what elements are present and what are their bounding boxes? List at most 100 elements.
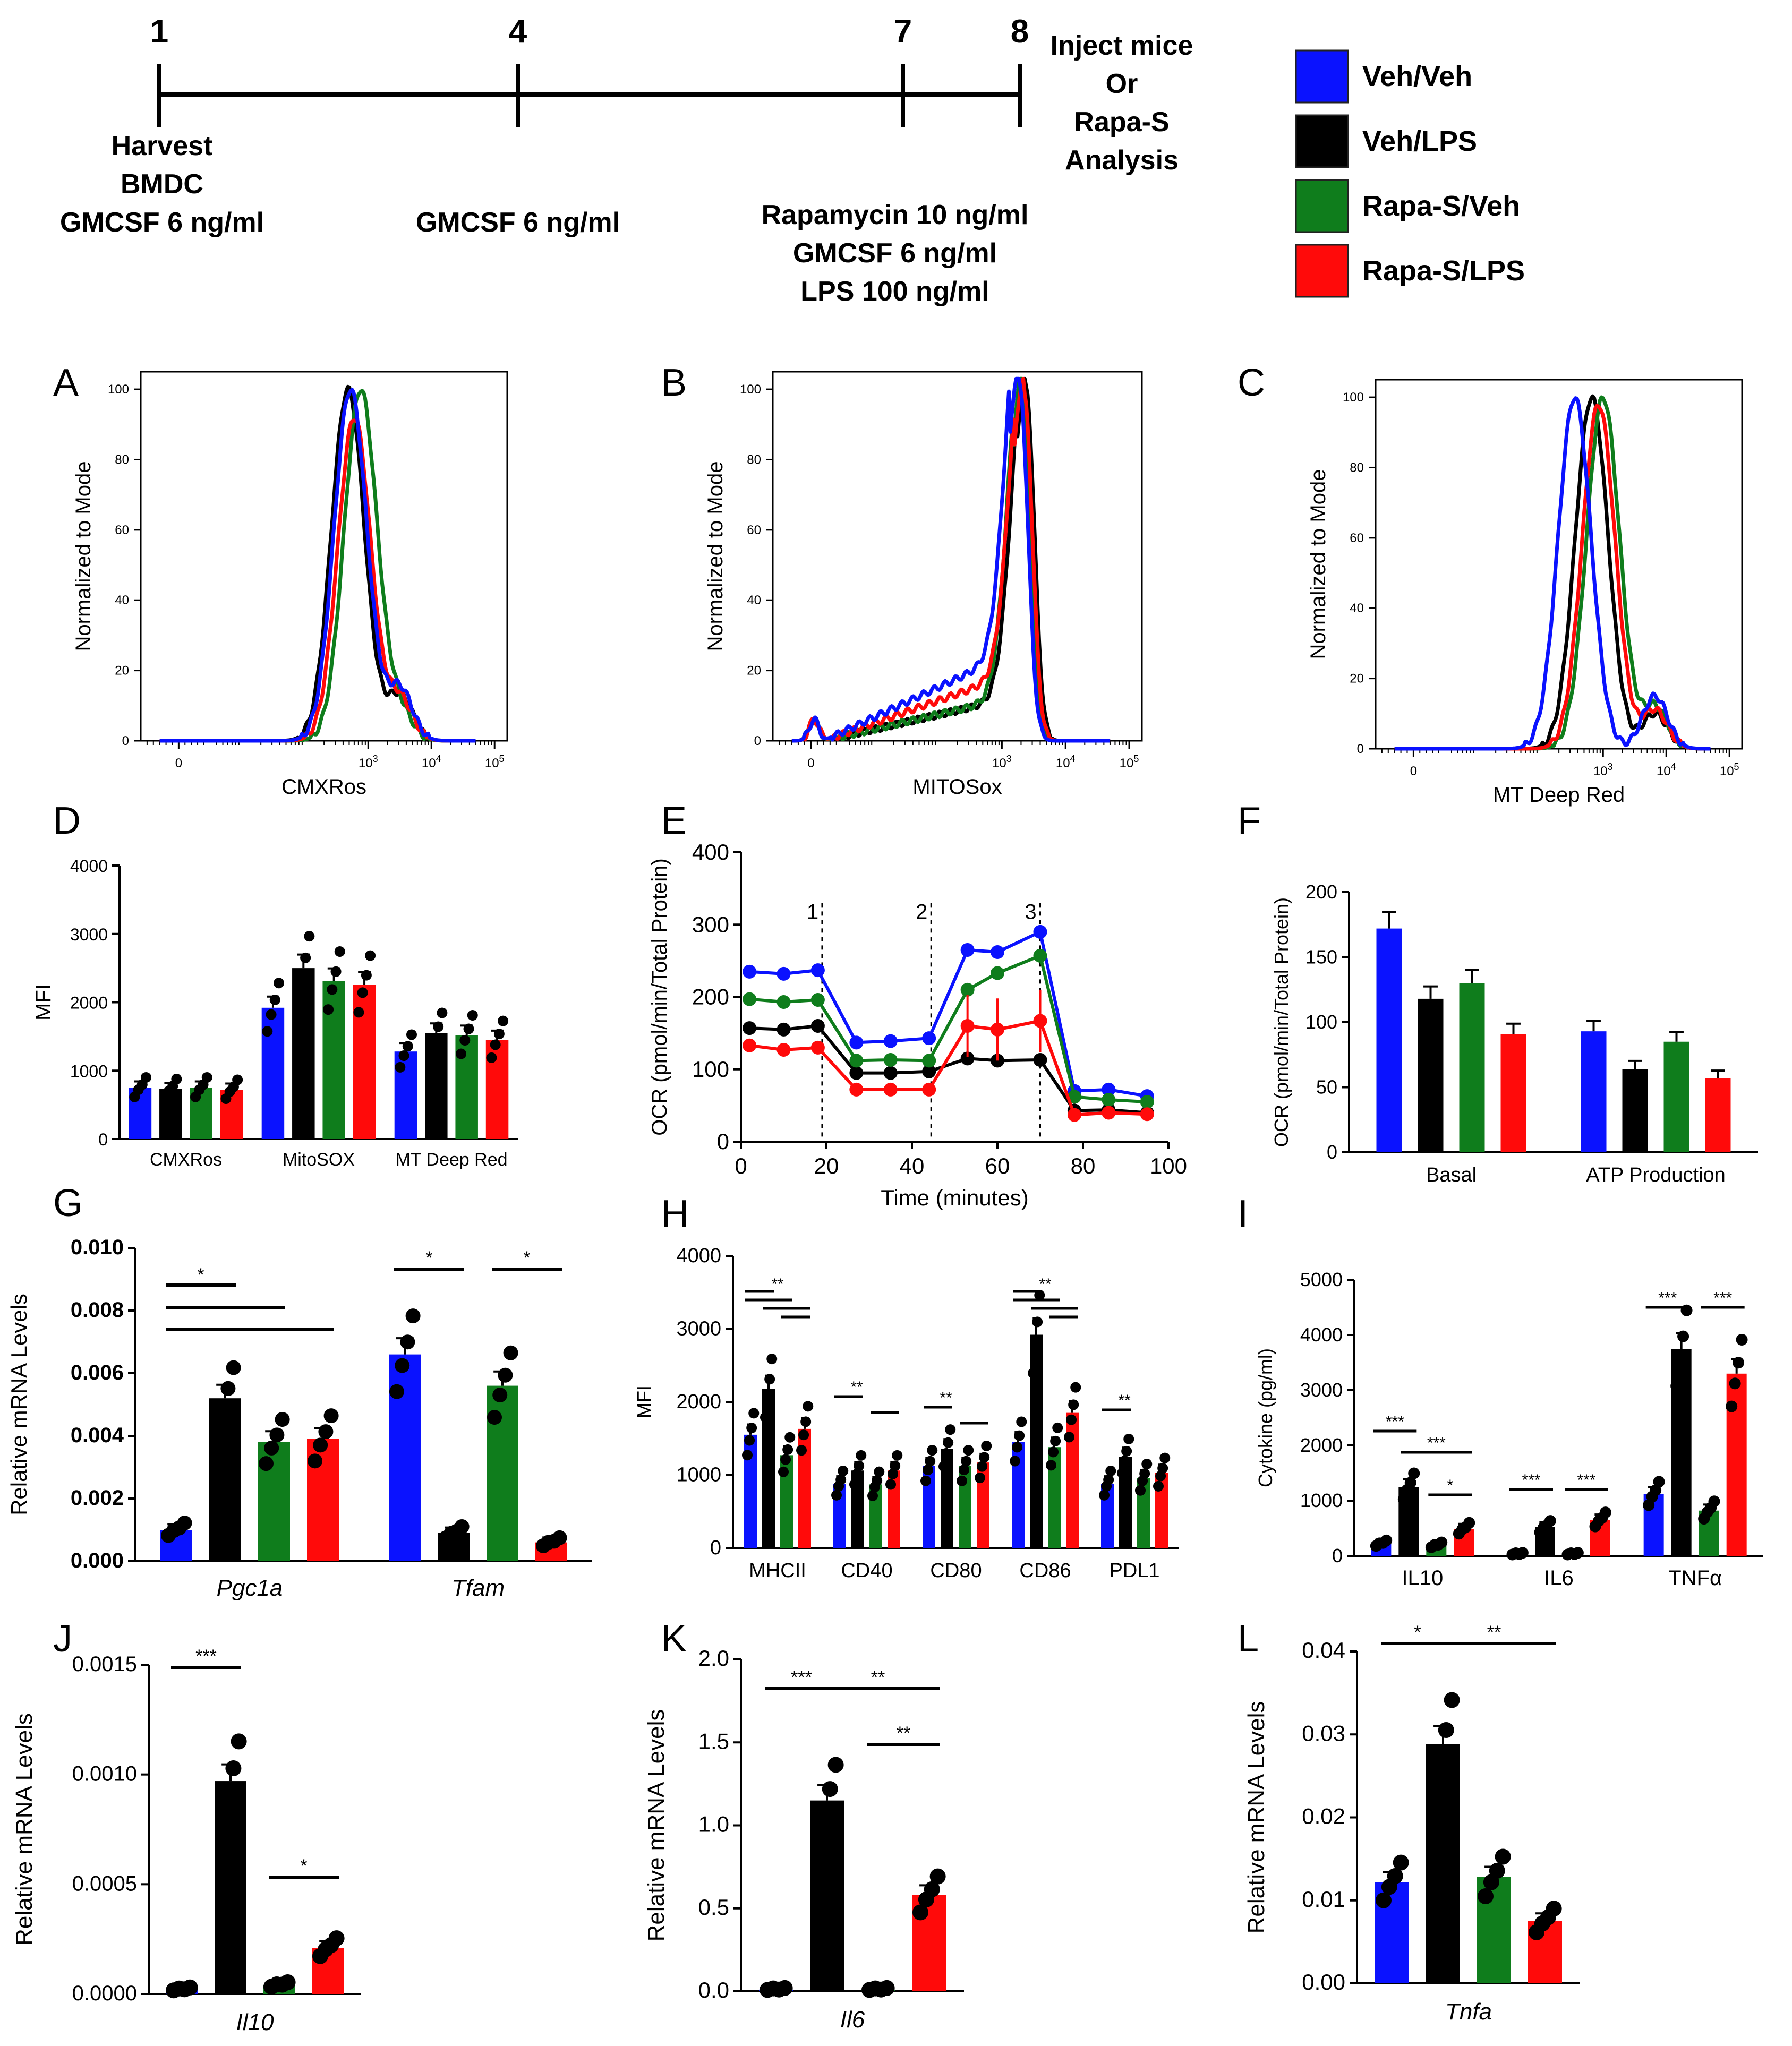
data-point <box>220 1381 236 1396</box>
data-point <box>264 1440 279 1456</box>
sig-star: * <box>197 1265 204 1285</box>
category-label: CD40 <box>841 1560 892 1582</box>
data-point <box>867 1490 878 1501</box>
data-point <box>1572 1547 1584 1559</box>
data-point <box>924 1881 940 1897</box>
data-point <box>874 1466 885 1477</box>
y-tick-label: 60 <box>747 523 761 537</box>
ocr-point <box>743 964 757 979</box>
timeline-day7-text: GMCSF 6 ng/ml <box>793 238 997 269</box>
sig-star: ** <box>1039 1275 1052 1293</box>
y-tick-label: 100 <box>108 382 129 397</box>
legend-swatch <box>1295 244 1349 298</box>
ocr-point <box>776 966 791 981</box>
y-tick-label: 0 <box>717 1129 729 1154</box>
panel-letter-c: C <box>1238 362 1265 404</box>
data-point <box>885 1479 896 1490</box>
panel-j: 0.0000 0.0005 0.0010 0.0015 Relative mRNA Le… <box>11 1646 361 2035</box>
data-point <box>764 1374 775 1385</box>
data-point <box>927 1445 938 1456</box>
timeline-day7-text: LPS 100 ng/ml <box>800 276 989 307</box>
data-point <box>890 1460 901 1471</box>
data-point <box>796 1445 807 1456</box>
y-tick-label: 40 <box>1350 601 1364 615</box>
y-tick-label: 3000 <box>676 1318 721 1340</box>
histogram-curve-rapa-s-lps <box>1394 404 1711 751</box>
category-label: ATP Production <box>1586 1164 1726 1186</box>
ocr-point <box>1033 948 1047 963</box>
y-tick-label: 3000 <box>1300 1379 1343 1401</box>
data-point <box>400 1334 415 1350</box>
timeline-day-label: 7 <box>894 13 912 50</box>
data-point <box>1463 1517 1475 1529</box>
category-label: CMXRos <box>150 1150 222 1170</box>
data-point <box>269 1427 285 1443</box>
data-point <box>963 1445 974 1456</box>
sig-star: *** <box>1522 1471 1540 1489</box>
y-tick-label: 0 <box>754 734 761 748</box>
y-axis-label: OCR (pmol/min/Total Protein) <box>648 858 671 1135</box>
data-point <box>259 1456 274 1471</box>
data-point <box>1544 1515 1556 1527</box>
y-tick-label: 0 <box>122 734 129 748</box>
timeline-day7-text: Rapamycin 10 ng/ml <box>762 200 1029 230</box>
panel-b: 0 20 40 60 80 100 0 103 104 105 MITOSox Normalized … <box>704 371 1143 799</box>
y-tick-label: 0.0 <box>698 1977 729 2002</box>
bar-veh-lps <box>1622 1069 1648 1152</box>
data-point <box>856 1450 867 1461</box>
data-point <box>140 1072 151 1083</box>
panel-e: 0 100 200 300 400 0 20 40 60 80 100 Time (minutes) O… <box>648 840 1187 1210</box>
category-label: MitoSOX <box>283 1150 355 1170</box>
panel-k: 0.0 0.5 1.0 1.5 2.0 Relative mRNA Levels Il6 **… <box>643 1646 964 2033</box>
data-point <box>225 1760 242 1777</box>
panel-letter-h: H <box>661 1193 689 1235</box>
data-point <box>957 1475 967 1486</box>
ocr-point <box>960 1051 975 1066</box>
y-tick-label: 0.010 <box>71 1236 124 1259</box>
data-point <box>1135 1485 1146 1496</box>
y-tick-label: 40 <box>115 593 129 607</box>
data-point <box>266 1009 277 1020</box>
timeline: 1 4 7 8 Harvest BMDC GMCSF 6 ng/ml GMCSF 6 ng/m… <box>60 13 1193 307</box>
y-tick-label: 400 <box>692 840 729 864</box>
data-point <box>1046 1460 1056 1471</box>
legend: Veh/Veh Veh/LPS Rapa-S/Veh Rapa-S/LPS <box>1295 49 1525 298</box>
ocr-point <box>810 1019 825 1033</box>
panel-letter-l: L <box>1238 1617 1259 1660</box>
data-point <box>938 1461 949 1472</box>
ocr-point <box>991 1022 1004 1037</box>
panel-letter-a: A <box>53 362 79 404</box>
sig-star: ** <box>850 1379 863 1396</box>
data-point <box>1489 1863 1505 1879</box>
ocr-point <box>1140 1095 1154 1109</box>
data-point <box>800 1416 812 1427</box>
data-point <box>490 1039 501 1050</box>
ocr-point <box>1033 924 1047 939</box>
data-point <box>1010 1456 1020 1467</box>
panel-letter-e: E <box>661 800 687 842</box>
y-tick-label: 0.5 <box>698 1895 729 1920</box>
data-point <box>1064 1432 1074 1443</box>
ocr-line-rapa-s-lps <box>749 1019 1147 1117</box>
data-point <box>1012 1442 1023 1453</box>
sig-star: *** <box>1658 1289 1677 1307</box>
y-tick-label: 5000 <box>1300 1269 1343 1290</box>
data-point <box>1099 1489 1110 1501</box>
panel-d: 0 1000 2000 3000 4000 MFI CMXRos MitoSOX MT Deep… <box>32 857 518 1170</box>
panel-f: 0 50 100 150 200 OCR (pmol/min/Total Protein)… <box>1270 881 1758 1186</box>
y-tick-label: 0.0010 <box>72 1762 137 1786</box>
legend-label: Veh/Veh <box>1362 61 1472 92</box>
y-axis-label: Relative mRNA Levels <box>6 1294 31 1516</box>
category-label: Tfam <box>451 1575 505 1601</box>
ocr-point <box>743 992 757 1006</box>
data-point <box>1014 1430 1025 1441</box>
panel-letter-f: F <box>1238 800 1261 842</box>
category-label: TNFα <box>1668 1566 1722 1590</box>
y-tick-label: 300 <box>692 912 729 937</box>
bar-veh-veh <box>1376 928 1402 1152</box>
y-tick-label: 0.00 <box>1302 1970 1345 1994</box>
data-point <box>273 978 284 989</box>
data-point <box>1495 1848 1511 1865</box>
data-point <box>1070 1382 1081 1393</box>
